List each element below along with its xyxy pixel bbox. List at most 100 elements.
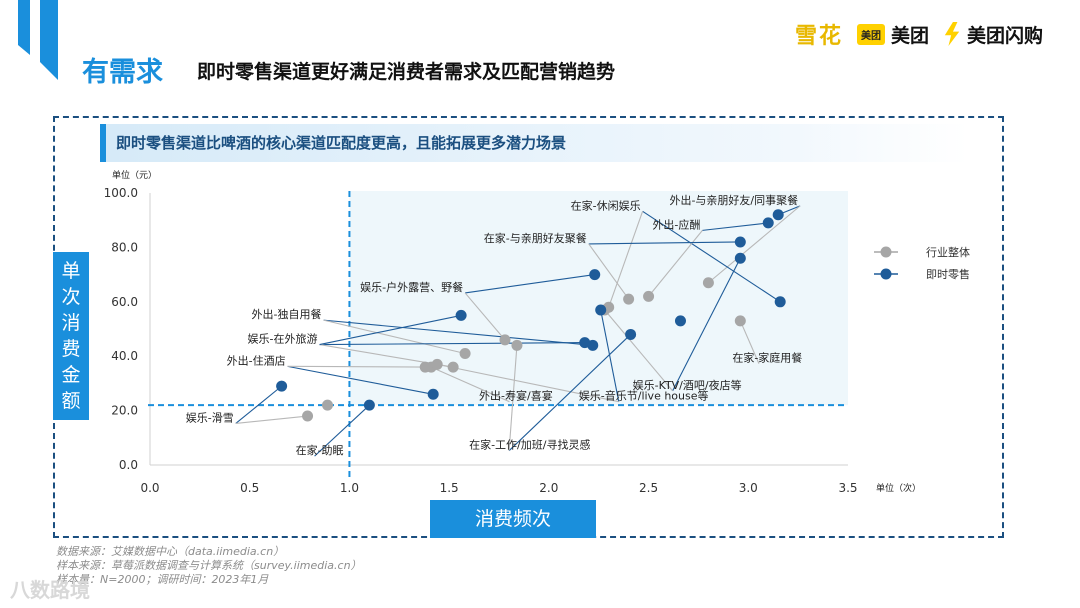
annotation-label: 外出-应酬 (652, 217, 700, 231)
annotation-leader-line (319, 342, 585, 346)
instant-retail-data-point (427, 388, 439, 400)
instant-retail-data-point (774, 296, 786, 308)
annotation-leader-line (319, 314, 462, 346)
instant-retail-data-point (455, 309, 467, 321)
industry-data-point (431, 358, 443, 370)
instant-retail-data-point (363, 399, 375, 411)
x-tick-label: 1.0 (340, 481, 359, 495)
annotation-leader-line (588, 243, 630, 300)
instant-retail-data-point (579, 337, 591, 349)
instant-retail-data-point (734, 252, 746, 264)
annotation-leader-line (600, 309, 620, 402)
y-axis-title-char: 费 (61, 338, 81, 360)
x-tick-label: 2.0 (539, 481, 558, 495)
instant-retail-data-point (276, 380, 288, 392)
annotation-leader-line (464, 292, 506, 341)
annotation-leader-line (287, 365, 434, 395)
header-decoration (18, 0, 58, 80)
annotation-leader-line (508, 345, 518, 451)
annotation-label: 外出-独自用餐 (252, 307, 322, 321)
x-unit-label: 单位（次） (876, 482, 921, 494)
annotation-leader-line (608, 211, 644, 308)
x-axis-title: 消费频次 (430, 500, 596, 538)
annotation-leader-line (314, 404, 370, 457)
industry-data-point (623, 293, 635, 305)
annotation-leader-line (437, 363, 619, 403)
annotation-label: 在家-工作/加班/寻找灵感 (469, 438, 590, 452)
annotation-leader-line (702, 222, 769, 231)
annotation-label: 在家-与亲朋好友聚餐 (484, 231, 587, 245)
annotation-leader-line (235, 385, 282, 424)
y-tick-label: 100.0 (104, 186, 138, 200)
page-title: 即时零售渠道更好满足消费者需求及匹配营销趋势 (197, 61, 616, 83)
industry-data-point (321, 399, 333, 411)
industry-data-point (499, 334, 511, 346)
annotation-label: 娱乐-音乐节/live house等 (579, 389, 709, 403)
y-tick-label: 0.0 (119, 458, 138, 472)
annotation-leader-line (508, 334, 632, 452)
annotation-leader-line (465, 274, 595, 294)
instant-retail-data-point (762, 217, 774, 229)
industry-data-point (511, 339, 523, 351)
deco-bar-2 (40, 0, 58, 80)
x-tick-label: 0.0 (140, 481, 159, 495)
x-tick-label: 2.5 (639, 481, 658, 495)
instant-retail-data-point (589, 269, 601, 281)
annotation-leader-line (323, 319, 466, 355)
annotation-label: 外出-寿宴/喜宴 (479, 389, 553, 403)
y-tick-label: 20.0 (111, 404, 138, 418)
y-tick-label: 60.0 (111, 295, 138, 309)
y-tick-label: 40.0 (111, 349, 138, 363)
meituan-badge-logo: 美团 (857, 23, 886, 45)
x-tick-label: 3.5 (838, 481, 857, 495)
brand-meituan-shangou-logo: 美团闪购 (967, 24, 1044, 47)
x-tick-label: 0.5 (240, 481, 259, 495)
legend-label: 行业整体 (926, 245, 970, 259)
legend-label: 即时零售 (926, 267, 970, 281)
annotation-label: 在家-休闲娱乐 (571, 198, 641, 212)
industry-data-point (302, 410, 314, 422)
y-axis-title-char: 消 (61, 312, 81, 334)
y-axis-title-char: 额 (61, 390, 81, 412)
annotation-leader-line (588, 241, 741, 245)
x-tick-label: 3.0 (739, 481, 758, 495)
legend-marker (880, 246, 892, 258)
y-axis-title-char: 次 (61, 286, 81, 308)
annotation-label: 外出-住酒店 (227, 353, 286, 367)
footnote-source: 数据来源：艾媒数据中心（data.iimedia.cn） (56, 545, 285, 558)
instant-retail-data-point (772, 209, 784, 221)
footnote-sample-size: 样本量：N=2000；调研时间：2023年1月 (56, 573, 269, 586)
y-unit-label: 单位（元） (112, 169, 157, 181)
annotation-label: 在家-助眠 (296, 443, 344, 457)
industry-data-point (459, 347, 471, 359)
instant-retail-data-point (625, 328, 637, 340)
instant-retail-data-point (674, 315, 686, 327)
y-axis-title-char: 单 (61, 260, 81, 282)
annotation-leader-line (648, 230, 703, 297)
industry-data-point (643, 290, 655, 302)
page-keyword: 有需求 (82, 57, 163, 88)
y-axis-title-char: 金 (61, 364, 81, 386)
industry-data-point (447, 361, 459, 373)
annotation-leader-line (323, 319, 593, 346)
annotation-leader-line (604, 309, 674, 392)
annotation-leader-line (708, 205, 801, 284)
annotation-leader-line (739, 320, 760, 364)
annotation-label: 娱乐-户外露营、野餐 (360, 280, 463, 294)
industry-data-point (734, 315, 746, 327)
brand-logos: 雪花 美团 美团 美团闪购 (795, 18, 1051, 50)
annotation-label: 娱乐-在外旅游 (248, 332, 318, 346)
annotation-label: 娱乐-滑雪 (186, 410, 234, 424)
chart-subtitle: 即时零售渠道比啤酒的核心渠道匹配度更高，且能拓展更多潜力场景 (100, 124, 968, 162)
annotation-label: 外出-与亲朋好友/同事聚餐 (669, 193, 798, 207)
legend-marker (880, 268, 892, 280)
watermark: 八数路境 (10, 578, 90, 602)
annotation-leader-line (672, 258, 741, 392)
brand-xuehua-logo: 雪花 (795, 24, 844, 49)
annotation-label: 娱乐-KTV/酒吧/夜店等 (633, 378, 742, 392)
footnote-sample-source: 样本来源：草莓派数据调查与计算系统（survey.iimedia.cn） (56, 559, 362, 572)
annotation-leader-line (430, 366, 510, 403)
annotation-leader-line (642, 210, 781, 303)
y-tick-label: 80.0 (111, 240, 138, 254)
